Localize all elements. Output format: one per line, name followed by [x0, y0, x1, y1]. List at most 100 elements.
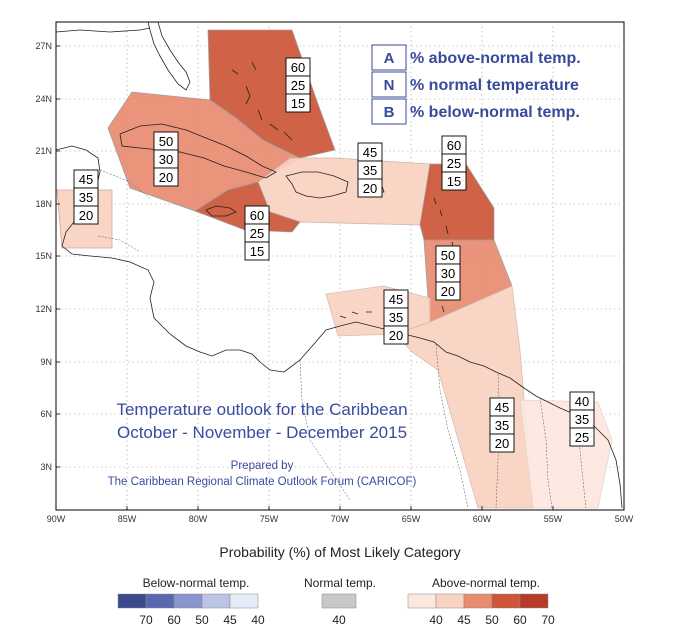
probability-b: 20: [389, 328, 403, 343]
probability-n: 25: [447, 156, 461, 171]
probability-a: 45: [389, 292, 403, 307]
probability-box: 50 30 20: [435, 245, 461, 301]
key-text-a: % above-normal temp.: [410, 50, 581, 67]
scale-value: 70: [541, 613, 555, 627]
lon-label: 75W: [260, 514, 279, 524]
region-suriname: [519, 399, 613, 509]
lat-label: 3N: [40, 462, 52, 472]
above-normal-label: Above-normal temp.: [432, 576, 540, 590]
scale-value: 60: [167, 613, 181, 627]
lat-label: 21N: [35, 146, 52, 156]
scale-swatch: [145, 593, 175, 609]
scale-value: 50: [485, 613, 499, 627]
scale-value: 40: [332, 613, 346, 627]
probability-b: 15: [291, 96, 305, 111]
probability-n: 30: [159, 152, 173, 167]
scale-value: 40: [429, 613, 443, 627]
lon-label: 50W: [615, 514, 634, 524]
probability-b: 20: [159, 170, 173, 185]
key-box-a: [371, 44, 407, 71]
key-text-n: % normal temperature: [410, 77, 579, 94]
probability-boxes: 60 25 15 50 30 20 45 35 20 45 35 20 60 25 15 60 25 15 50 30…: [73, 57, 595, 453]
scale-swatch: [491, 593, 521, 609]
lat-label: 12N: [35, 304, 52, 314]
scale-swatch: [463, 593, 493, 609]
probability-box: 45 35 20: [357, 142, 383, 198]
probability-n: 25: [291, 78, 305, 93]
probability-b: 20: [441, 284, 455, 299]
probability-a: 40: [575, 394, 589, 409]
lon-label: 80W: [189, 514, 208, 524]
probability-a: 45: [495, 400, 509, 415]
key-text-b: % below-normal temp.: [410, 104, 580, 121]
probability-box: 45 35 20: [73, 169, 99, 225]
below-normal-scale: 70 60 50 45 40: [117, 593, 265, 627]
longitude-labels: 90W 85W 80W 75W 70W 65W 60W 55W 50W: [47, 506, 634, 524]
lon-label: 55W: [544, 514, 563, 524]
legend-title: Probability (%) of Most Likely Category: [219, 544, 460, 560]
scale-swatch: [173, 593, 203, 609]
probability-n: 30: [441, 266, 455, 281]
probability-box: 60 25 15: [285, 57, 311, 113]
probability-b: 15: [250, 244, 264, 259]
above-normal-scale: 40 45 50 60 70: [407, 593, 555, 627]
probability-box: 60 25 15: [441, 135, 467, 191]
probability-b: 20: [495, 436, 509, 451]
probability-a: 60: [447, 138, 461, 153]
probability-n: 35: [389, 310, 403, 325]
lat-label: 15N: [35, 251, 52, 261]
scale-swatch: [117, 593, 147, 609]
scale-swatch: [321, 593, 357, 609]
probability-b: 25: [575, 430, 589, 445]
key-box-n: [371, 71, 407, 98]
category-key: A % above-normal temp. N % normal temper…: [371, 44, 581, 125]
probability-n: 35: [363, 163, 377, 178]
scale-value: 50: [195, 613, 209, 627]
lon-label: 90W: [47, 514, 66, 524]
key-letter-b: B: [384, 104, 395, 121]
lat-label: 9N: [40, 357, 52, 367]
key-letter-a: A: [384, 50, 395, 67]
lat-label: 24N: [35, 94, 52, 104]
map-title-line2: October - November - December 2015: [117, 423, 407, 442]
lon-label: 65W: [402, 514, 421, 524]
probability-a: 45: [79, 172, 93, 187]
prepared-by: Prepared by: [231, 460, 294, 472]
probability-n: 25: [250, 226, 264, 241]
normal-label: Normal temp.: [304, 576, 376, 590]
scale-value: 45: [223, 613, 237, 627]
scale-swatch: [229, 593, 259, 609]
probability-a: 50: [159, 134, 173, 149]
probability-box: 60 25 15: [244, 205, 270, 261]
below-normal-label: Below-normal temp.: [143, 576, 250, 590]
scale-value: 60: [513, 613, 527, 627]
scale-value: 70: [139, 613, 153, 627]
country-borders: [97, 169, 587, 509]
lon-label: 85W: [118, 514, 137, 524]
probability-box: 40 35 25: [569, 391, 595, 447]
probability-box: 45 35 20: [489, 397, 515, 453]
scale-value: 40: [251, 613, 265, 627]
lat-label: 6N: [40, 409, 52, 419]
key-box-b: [371, 98, 407, 125]
probability-box: 45 35 20: [383, 289, 409, 345]
probability-b: 20: [79, 208, 93, 223]
probability-n: 35: [495, 418, 509, 433]
key-letter-n: N: [384, 77, 395, 94]
probability-a: 60: [250, 208, 264, 223]
probability-a: 50: [441, 248, 455, 263]
latitude-labels: 27N 24N 21N 18N 15N 12N 9N 6N 3N: [35, 41, 60, 472]
probability-b: 20: [363, 181, 377, 196]
probability-box: 50 30 20: [153, 131, 179, 187]
lon-label: 70W: [331, 514, 350, 524]
organization-credit: The Caribbean Regional Climate Outlook F…: [108, 476, 417, 488]
map-title-line1: Temperature outlook for the Caribbean: [116, 400, 407, 419]
probability-n: 35: [79, 190, 93, 205]
scale-swatch: [519, 593, 549, 609]
scale-swatch: [435, 593, 465, 609]
scale-swatch: [407, 593, 437, 609]
probability-a: 45: [363, 145, 377, 160]
probability-n: 35: [575, 412, 589, 427]
normal-scale: 40: [321, 593, 357, 627]
